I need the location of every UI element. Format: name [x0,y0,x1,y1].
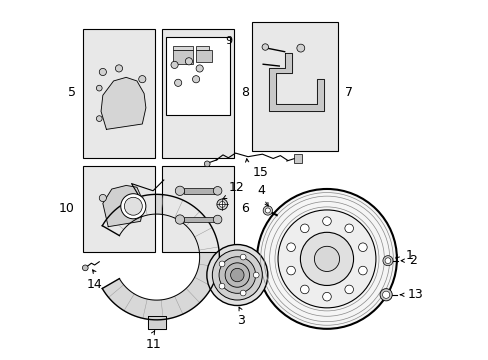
Circle shape [204,161,210,167]
Bar [165,37,230,116]
Circle shape [219,202,224,207]
Circle shape [99,194,106,202]
Text: 14: 14 [86,278,102,291]
Circle shape [382,256,392,266]
Circle shape [253,272,259,278]
Bar [293,154,301,163]
Circle shape [257,189,396,329]
Circle shape [300,232,353,285]
Circle shape [286,243,295,252]
Circle shape [171,61,178,68]
Circle shape [382,291,389,298]
Text: 10: 10 [59,202,75,215]
Circle shape [206,244,267,306]
Circle shape [296,44,304,52]
Circle shape [217,199,227,210]
Polygon shape [101,77,145,129]
Circle shape [96,85,102,91]
Circle shape [139,76,145,83]
Circle shape [300,285,308,294]
Circle shape [265,208,270,213]
Circle shape [82,265,88,271]
Circle shape [196,65,203,72]
Polygon shape [268,54,324,111]
Bar [83,30,155,158]
Circle shape [358,243,366,252]
Bar [196,50,212,62]
Text: 11: 11 [145,338,161,351]
Text: 4: 4 [257,184,265,197]
Bar [83,166,155,252]
Text: 7: 7 [344,86,352,99]
Circle shape [379,289,391,301]
Circle shape [314,246,339,271]
Circle shape [230,268,244,282]
Circle shape [224,263,249,287]
Polygon shape [102,185,144,227]
Bar [251,22,337,151]
Circle shape [219,257,255,293]
Circle shape [219,283,224,289]
Circle shape [115,65,122,72]
Circle shape [278,210,375,308]
Circle shape [175,215,184,224]
Circle shape [99,68,106,76]
Circle shape [185,58,192,65]
Circle shape [322,217,330,225]
Polygon shape [102,194,219,320]
Circle shape [384,258,390,264]
Circle shape [344,224,353,233]
Bar [162,30,233,158]
Circle shape [263,206,272,215]
Polygon shape [147,316,165,329]
Text: 3: 3 [237,315,244,328]
Bar [172,50,192,64]
Bar [162,166,233,252]
Bar [172,45,192,50]
Bar [183,188,217,194]
Text: 9: 9 [224,36,231,46]
Circle shape [262,44,268,50]
Circle shape [286,266,295,275]
Text: 6: 6 [241,202,248,215]
Text: 8: 8 [241,86,248,99]
Circle shape [174,79,182,86]
Bar [183,217,217,222]
Circle shape [124,197,142,215]
Text: 15: 15 [252,166,268,179]
Circle shape [175,186,184,195]
Circle shape [213,186,222,195]
Text: 13: 13 [407,288,423,301]
Circle shape [212,250,262,300]
Circle shape [219,261,224,267]
Circle shape [300,224,308,233]
Bar [196,46,208,50]
Circle shape [96,116,102,121]
Circle shape [240,290,245,296]
Circle shape [192,76,199,83]
Circle shape [121,194,145,219]
Text: 12: 12 [228,181,244,194]
Text: 2: 2 [408,254,416,267]
Text: 5: 5 [68,86,76,99]
Circle shape [322,292,330,301]
Circle shape [240,254,245,260]
Text: 1: 1 [405,249,413,262]
Circle shape [344,285,353,294]
Circle shape [358,266,366,275]
Circle shape [213,215,222,224]
